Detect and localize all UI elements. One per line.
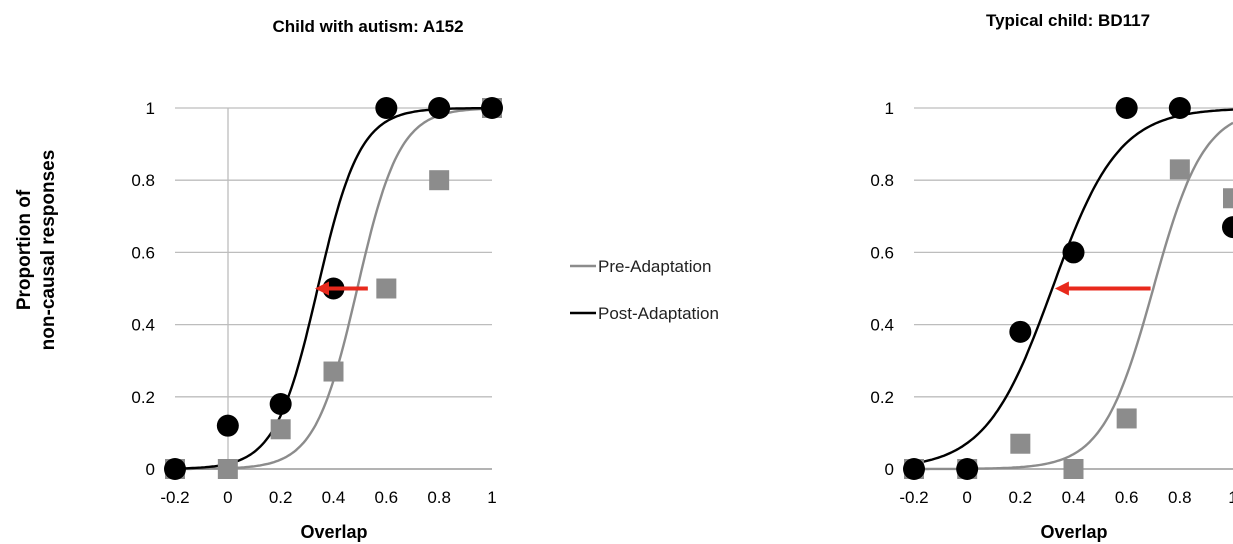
y-tick-label: 0.8	[870, 171, 894, 190]
x-axis-label: Overlap	[300, 522, 367, 542]
post-adaptation-point	[216, 414, 239, 437]
y-tick-label: 0.4	[870, 316, 894, 335]
y-tick-label: 0	[885, 460, 894, 479]
shift-arrow	[1054, 281, 1151, 296]
post-adaptation-point	[1009, 320, 1032, 343]
x-tick-label: 0.6	[1115, 488, 1139, 507]
x-axis-label: Overlap	[1040, 522, 1107, 542]
shift-arrow	[315, 281, 368, 296]
x-tick-label: 1	[1228, 488, 1233, 507]
y-tick-label: 0.2	[131, 388, 155, 407]
y-tick-label: 0.6	[870, 243, 894, 262]
y-tick-label: 1	[146, 99, 155, 118]
pre-adaptation-point	[376, 278, 397, 299]
pre-adaptation-point	[1063, 459, 1084, 479]
chart-panel-autism: Child with autism: A152 0 0.2 0.4 0.6 0.8 1 -0…	[131, 17, 503, 542]
pre-adaptation-point	[1169, 159, 1190, 180]
y-tick-label: 0	[146, 460, 155, 479]
post-adaptation-point	[903, 458, 925, 480]
pre-adaptation-point	[323, 361, 344, 382]
chart-title: Typical child: BD117	[986, 11, 1150, 30]
x-tick-label: -0.2	[899, 488, 928, 507]
arrow-head	[1054, 281, 1069, 296]
x-tick-label: 0	[223, 488, 232, 507]
post-adaptation-point	[164, 458, 186, 480]
x-tick-label: 0.2	[269, 488, 293, 507]
y-tick-label: 0.2	[870, 388, 894, 407]
x-tick-label: 0.2	[1009, 488, 1033, 507]
x-tick-label: 1	[487, 488, 496, 507]
y-axis-label-line-2: non-causal responses	[38, 150, 59, 351]
x-tick-label: 0	[962, 488, 971, 507]
legend-post-adaptation-label: Post-Adaptation	[598, 304, 719, 323]
tick-labels: 0 0.2 0.4 0.6 0.8 1 -0.2 0 0.2 0.4 0.6 0.8 1	[870, 99, 1233, 507]
post-adaptation-point	[375, 97, 398, 119]
post-adaptation-point	[956, 458, 979, 480]
x-tick-label: 0.4	[1062, 488, 1086, 507]
post-adaptation-point	[269, 393, 292, 416]
y-tick-label: 0.8	[131, 171, 155, 190]
x-tick-label: 0.8	[427, 488, 451, 507]
arrow-head	[315, 281, 330, 296]
chart-title: Child with autism: A152	[272, 17, 463, 36]
y-tick-label: 0.6	[131, 243, 155, 262]
post-adaptation-point	[1115, 97, 1138, 119]
data-markers	[903, 97, 1233, 480]
post-adaptation-point	[1062, 241, 1085, 264]
x-tick-label: -0.2	[160, 488, 189, 507]
legend-pre-adaptation-label: Pre-Adaptation	[598, 257, 711, 276]
pre-adaptation-point	[1116, 408, 1137, 429]
pre-adaptation-point	[217, 459, 238, 479]
x-tick-label: 0.4	[322, 488, 346, 507]
post-adaptation-point	[1168, 97, 1191, 119]
data-markers	[164, 97, 503, 480]
pre-adaptation-point	[270, 419, 291, 440]
x-tick-label: 0.8	[1168, 488, 1192, 507]
y-tick-label: 1	[885, 99, 894, 118]
y-axis-label-line-1: Proportion of	[14, 189, 35, 310]
tick-labels: 0 0.2 0.4 0.6 0.8 1 -0.2 0 0.2 0.4 0.6 0.8 1	[131, 99, 496, 507]
chart-panel-typical: Typical child: BD117 00.20.40.60.81-0.2 0…	[870, 11, 1233, 542]
post-adaptation-point	[481, 97, 503, 119]
pre-adaptation-point	[1010, 433, 1031, 454]
legend: Pre-Adaptation Post-Adaptation	[570, 257, 719, 323]
pre-adaptation-point	[1223, 188, 1233, 209]
y-tick-label: 0.4	[131, 316, 155, 335]
post-adaptation-point	[428, 97, 451, 119]
pre-adaptation-point	[429, 170, 450, 191]
x-tick-label: 0.6	[375, 488, 399, 507]
post-adaptation-point	[1222, 216, 1233, 239]
